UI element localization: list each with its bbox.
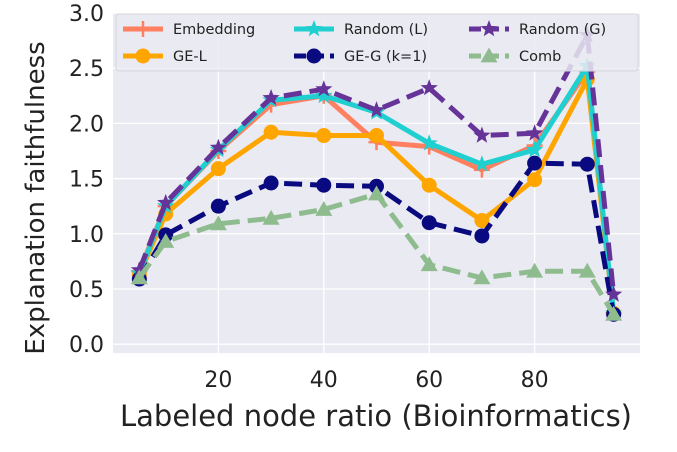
- data-point: [421, 215, 437, 231]
- data-point: [420, 134, 438, 151]
- data-point: [473, 269, 491, 285]
- legend-item: Comb: [469, 47, 561, 65]
- data-point: [473, 126, 491, 143]
- data-point: [157, 193, 175, 211]
- y-tick-label: 2.0: [69, 112, 104, 137]
- data-point: [474, 213, 490, 229]
- y-tick-label: 0.5: [69, 278, 104, 303]
- legend: Embedding GE-L Random (L) GE-G (k=1) Random …: [115, 13, 639, 72]
- y-tick-label: 2.5: [69, 57, 104, 82]
- legend-label: Embedding: [173, 22, 255, 38]
- data-point: [527, 155, 543, 171]
- legend-label: GE-L: [173, 49, 207, 65]
- data-point: [130, 261, 148, 278]
- x-axis-label: Labeled node ratio (Bioinformatics): [120, 399, 632, 433]
- data-point: [578, 262, 596, 278]
- data-point: [526, 124, 544, 141]
- y-tick-label: 0.0: [69, 333, 104, 358]
- legend-label: Random (G): [519, 22, 606, 38]
- data-point: [315, 86, 333, 104]
- data-point: [263, 175, 279, 191]
- data-point: [210, 161, 226, 177]
- data-point: [130, 269, 148, 285]
- data-point: [315, 200, 333, 216]
- data-point: [369, 128, 384, 144]
- series-line: [136, 32, 617, 295]
- legend-item: GE-G (k=1): [294, 48, 427, 65]
- legend-item: GE-L: [123, 48, 207, 65]
- data-point: [157, 233, 175, 248]
- legend-marker: [306, 48, 322, 64]
- x-tick-label: 40: [310, 368, 338, 393]
- legend-marker: [480, 47, 498, 63]
- data-point: [210, 198, 226, 214]
- legend-marker: [480, 20, 498, 37]
- series-layer: [130, 26, 623, 322]
- data-point: [263, 124, 279, 140]
- legend-marker: [135, 21, 151, 37]
- x-tick-label: 20: [204, 368, 232, 393]
- legend-label: Comb: [519, 49, 561, 65]
- legend-label: Random (L): [344, 22, 428, 38]
- data-point: [316, 128, 332, 144]
- data-point: [605, 285, 623, 302]
- data-point: [209, 215, 227, 231]
- y-tick-label: 1.5: [69, 168, 104, 193]
- series-comb: [130, 185, 623, 321]
- data-point: [527, 172, 543, 188]
- data-point: [367, 101, 386, 118]
- data-point: [605, 305, 623, 321]
- data-point: [474, 228, 490, 244]
- y-tick-label: 3.0: [69, 2, 104, 27]
- data-point: [262, 209, 280, 225]
- data-point: [368, 185, 385, 201]
- legend-item: Embedding: [123, 21, 255, 38]
- data-point: [420, 256, 438, 272]
- data-point: [209, 138, 227, 155]
- legend-item: Random (G): [469, 20, 606, 38]
- data-point: [526, 140, 544, 158]
- data-point: [316, 177, 332, 193]
- data-point: [262, 89, 280, 106]
- tick-labels: 0.0 0.5 1.0 1.5 2.0 2.5 3.0 20 40 60 80: [69, 2, 549, 393]
- legend-marker: [135, 48, 151, 64]
- x-tick-label: 80: [521, 368, 549, 393]
- legend-label: GE-G (k=1): [344, 49, 427, 65]
- data-point: [315, 80, 333, 97]
- data-point: [420, 79, 438, 96]
- data-point: [473, 155, 491, 172]
- data-point: [421, 177, 437, 193]
- legend-item: Random (L): [294, 20, 428, 38]
- data-point: [579, 156, 595, 172]
- data-point: [526, 262, 544, 278]
- legend-marker: [305, 20, 323, 37]
- y-axis-label: Explanation faithfulness: [21, 41, 51, 354]
- x-tick-label: 60: [415, 368, 443, 393]
- y-tick-label: 1.0: [69, 223, 104, 248]
